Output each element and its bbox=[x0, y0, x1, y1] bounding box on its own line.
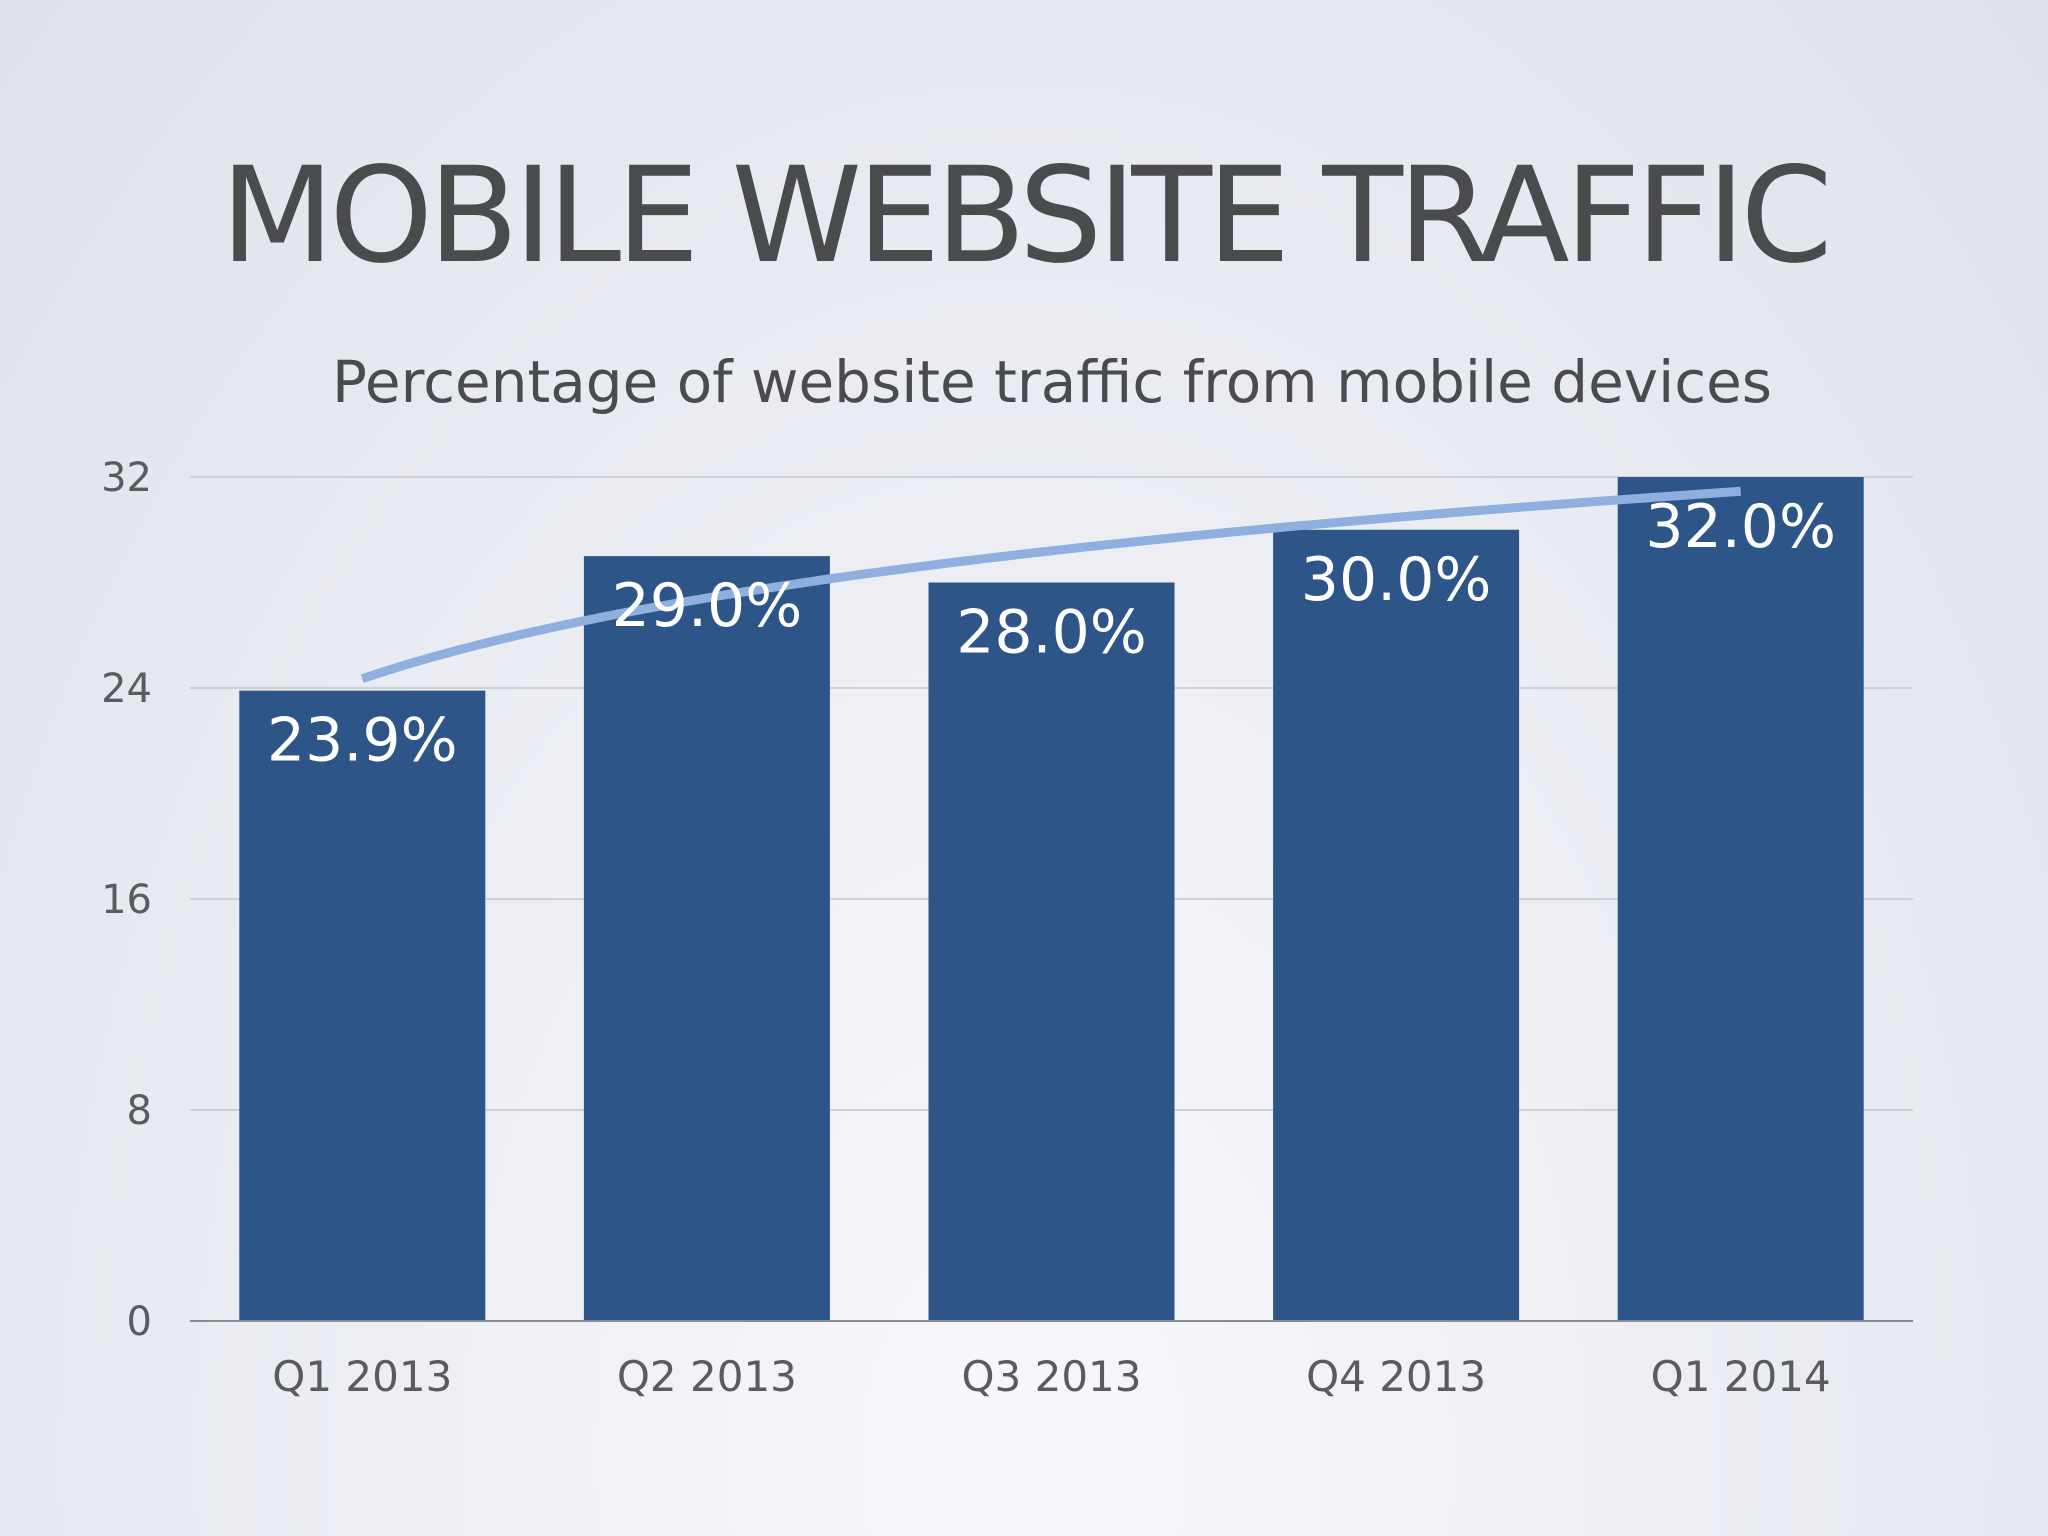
y-tick-label: 0 bbox=[127, 1299, 152, 1345]
data-labels: 23.9% 29.0% 28.0% 30.0% 32.0% bbox=[267, 492, 1836, 776]
x-tick-label: Q1 2013 bbox=[272, 1352, 452, 1401]
x-tick-label: Q1 2014 bbox=[1651, 1352, 1831, 1401]
data-label: 23.9% bbox=[267, 706, 458, 776]
trendline-layer bbox=[360, 486, 1742, 683]
y-tick-label: 24 bbox=[101, 666, 152, 712]
x-tick-label: Q3 2013 bbox=[961, 1352, 1141, 1401]
data-label: 30.0% bbox=[1301, 545, 1492, 615]
bar-q1-2014 bbox=[1617, 477, 1864, 1321]
data-label: 32.0% bbox=[1645, 492, 1836, 562]
slide-title: MOBILE WEBSITE TRAFFIC bbox=[220, 139, 1832, 293]
bars bbox=[239, 477, 1864, 1321]
x-tick-label: Q2 2013 bbox=[617, 1352, 797, 1401]
data-label: 29.0% bbox=[612, 571, 803, 641]
data-label: 28.0% bbox=[956, 598, 1147, 668]
bar-q3-2013 bbox=[928, 582, 1175, 1321]
bar-q2-2013 bbox=[583, 556, 830, 1321]
y-tick-label: 8 bbox=[127, 1088, 152, 1134]
x-tick-label: Q4 2013 bbox=[1306, 1352, 1486, 1401]
bar-q1-2013 bbox=[239, 690, 486, 1321]
y-tick-label: 16 bbox=[101, 877, 152, 923]
y-tick-label: 32 bbox=[101, 455, 152, 501]
bar-q4-2013 bbox=[1273, 529, 1520, 1321]
axes: 0 8 16 24 32 Q1 2013 Q2 2013 Q3 2013 Q4 2013 Q1 2… bbox=[101, 455, 1913, 1401]
trendline bbox=[360, 486, 1742, 683]
chart-subtitle: Percentage of website traffic from mobil… bbox=[332, 348, 1772, 416]
